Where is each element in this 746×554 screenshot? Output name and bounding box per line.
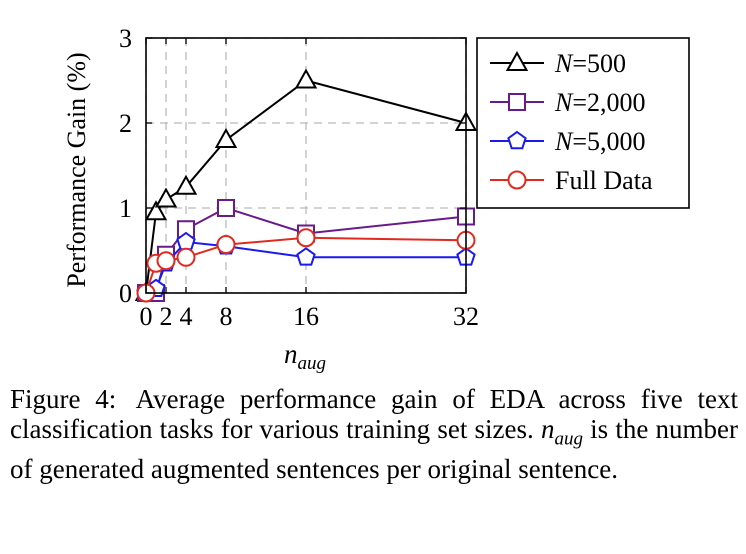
x-axis-label-sub: aug bbox=[298, 353, 327, 374]
data-point bbox=[294, 68, 318, 89]
x-tick-label: 32 bbox=[453, 302, 479, 331]
x-tick-label: 0 bbox=[140, 302, 153, 331]
caption-n-sub: aug bbox=[554, 428, 583, 450]
legend-label: Full Data bbox=[555, 166, 653, 195]
legend-entry: N=2,000 bbox=[490, 88, 646, 117]
series-4 bbox=[136, 228, 476, 303]
data-point bbox=[216, 235, 236, 255]
y-axis-label: Performance Gain (%) bbox=[62, 52, 91, 287]
legend-marker bbox=[505, 50, 529, 71]
x-tick-label: 16 bbox=[293, 302, 319, 331]
caption-text-1: Average performance gain of EDA across f… bbox=[10, 384, 738, 444]
data-point bbox=[174, 174, 198, 195]
y-tick-label: 2 bbox=[119, 109, 132, 138]
data-point bbox=[176, 247, 196, 267]
data-point bbox=[156, 251, 176, 271]
legend-entry: N=500 bbox=[490, 49, 626, 78]
legend-label-value: =2,000 bbox=[572, 88, 645, 117]
y-tick-label: 3 bbox=[119, 24, 132, 53]
data-point bbox=[217, 199, 235, 217]
data-point bbox=[296, 247, 316, 266]
x-tick-label: 2 bbox=[160, 302, 173, 331]
legend-marker bbox=[507, 170, 527, 190]
legend-entry: N=5,000 bbox=[490, 127, 646, 156]
x-tick-label: 8 bbox=[220, 302, 233, 331]
caption-n-base: n bbox=[540, 414, 555, 444]
legend-label-name: N bbox=[554, 88, 574, 117]
legend-entry: Full Data bbox=[490, 166, 653, 195]
x-axis-label: naug bbox=[284, 339, 326, 374]
data-point bbox=[296, 228, 316, 248]
y-tick-label: 0 bbox=[119, 279, 132, 308]
figure-caption: Figure 4: Average performance gain of ED… bbox=[10, 384, 738, 484]
legend-label-value: =500 bbox=[572, 49, 626, 78]
caption-label: Figure 4: bbox=[10, 384, 117, 414]
legend-label: N=500 bbox=[554, 49, 626, 78]
legend-label: N=2,000 bbox=[554, 88, 646, 117]
data-point bbox=[154, 187, 178, 208]
data-point bbox=[144, 200, 168, 221]
legend-label-name: N bbox=[554, 127, 574, 156]
legend-label: N=5,000 bbox=[554, 127, 646, 156]
x-axis-label-base: n bbox=[284, 339, 298, 369]
legend-marker bbox=[508, 93, 526, 111]
legend-label-name: Full Data bbox=[555, 166, 653, 195]
legend-label-value: =5,000 bbox=[572, 127, 645, 156]
legend-label-name: N bbox=[554, 49, 574, 78]
caption-text-2: is the number of generated augmented sen… bbox=[10, 414, 739, 485]
data-point bbox=[214, 127, 238, 148]
legend-marker bbox=[507, 130, 527, 150]
y-tick-label: 1 bbox=[119, 194, 132, 223]
x-tick-label: 4 bbox=[180, 302, 193, 331]
